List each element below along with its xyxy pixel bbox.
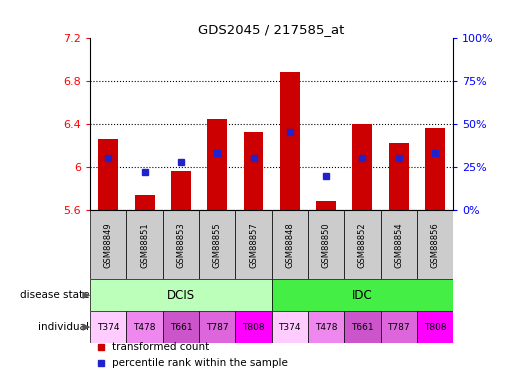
Bar	[134, 195, 154, 210]
Title: GDS2045 / 217585_at: GDS2045 / 217585_at	[198, 23, 345, 36]
Bar	[308, 311, 344, 343]
Text: percentile rank within the sample: percentile rank within the sample	[112, 358, 288, 368]
Text: GSM88849: GSM88849	[104, 222, 113, 267]
Bar	[272, 279, 453, 311]
Bar	[199, 311, 235, 343]
Text: GSM88848: GSM88848	[285, 222, 294, 268]
Text: GSM88853: GSM88853	[177, 222, 185, 268]
Text: GSM88851: GSM88851	[140, 222, 149, 267]
Bar	[90, 279, 272, 311]
Text: GSM88852: GSM88852	[358, 222, 367, 267]
Bar	[381, 311, 417, 343]
Bar	[127, 311, 163, 343]
Text: T787: T787	[206, 322, 229, 332]
Bar	[389, 143, 409, 210]
Text: DCIS: DCIS	[167, 289, 195, 302]
Bar	[425, 128, 445, 210]
Bar	[235, 311, 272, 343]
Bar	[344, 210, 381, 279]
Bar	[272, 311, 308, 343]
Bar	[381, 210, 417, 279]
Bar	[171, 171, 191, 210]
Bar	[316, 201, 336, 210]
Bar	[163, 311, 199, 343]
Bar	[308, 210, 344, 279]
Bar	[344, 311, 381, 343]
Text: GSM88855: GSM88855	[213, 222, 221, 267]
Text: GSM88854: GSM88854	[394, 222, 403, 267]
Text: T478: T478	[133, 322, 156, 332]
Bar	[90, 311, 127, 343]
Bar	[352, 124, 372, 210]
Bar	[90, 210, 127, 279]
Bar	[235, 210, 272, 279]
Bar	[417, 210, 453, 279]
Text: disease state: disease state	[20, 290, 90, 300]
Text: T478: T478	[315, 322, 337, 332]
Text: T374: T374	[97, 322, 119, 332]
Text: IDC: IDC	[352, 289, 373, 302]
Bar	[98, 139, 118, 210]
Text: T808: T808	[424, 322, 447, 332]
Text: T787: T787	[387, 322, 410, 332]
Bar	[280, 72, 300, 210]
Text: individual: individual	[39, 322, 90, 332]
Text: transformed count: transformed count	[112, 342, 209, 352]
Text: T661: T661	[351, 322, 374, 332]
Bar	[272, 210, 308, 279]
Bar	[199, 210, 235, 279]
Text: GSM88856: GSM88856	[431, 222, 439, 268]
Bar	[417, 311, 453, 343]
Text: GSM88857: GSM88857	[249, 222, 258, 268]
Text: T808: T808	[242, 322, 265, 332]
Bar	[207, 119, 227, 210]
Text: GSM88850: GSM88850	[322, 222, 331, 267]
Text: T374: T374	[279, 322, 301, 332]
Bar	[163, 210, 199, 279]
Bar	[127, 210, 163, 279]
Bar	[244, 132, 264, 210]
Text: T661: T661	[169, 322, 192, 332]
